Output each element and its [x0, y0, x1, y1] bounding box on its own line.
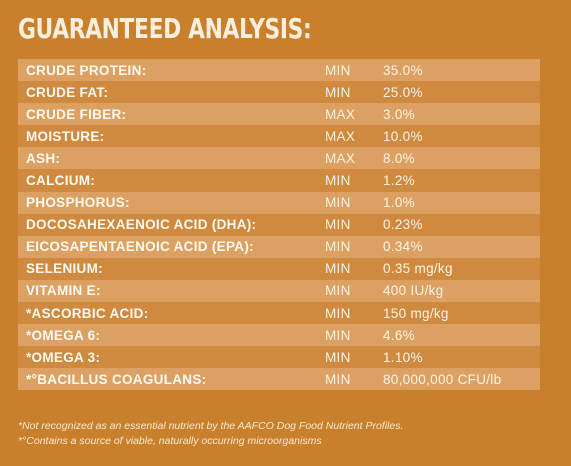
table-row: ASH: MAX 8.0% — [18, 147, 540, 170]
nutrient-value: 150 mg/kg — [383, 305, 449, 321]
nutrient-name: *°BACILLUS COAGULANS: — [26, 371, 207, 387]
min-max-qualifier: MIN — [325, 173, 351, 189]
nutrient-value: 1.0% — [383, 195, 415, 211]
table-row: SELENIUM: MIN 0.35 mg/kg — [18, 257, 540, 280]
min-max-qualifier: MAX — [325, 106, 356, 122]
nutrient-value: 0.35 mg/kg — [383, 261, 453, 277]
table-row: CRUDE FAT: MIN 25.0% — [18, 81, 540, 104]
table-row: *OMEGA 3: MIN 1.10% — [18, 346, 540, 369]
min-max-qualifier: MAX — [325, 150, 356, 166]
table-row: *°BACILLUS COAGULANS: MIN 80,000,000 CFU… — [18, 368, 540, 391]
nutrient-name: DOCOSAHEXAENOIC ACID (DHA): — [26, 217, 257, 233]
min-max-qualifier: MIN — [325, 217, 351, 233]
nutrient-value: 25.0% — [383, 84, 423, 100]
nutrient-name: *OMEGA 6: — [26, 327, 101, 343]
page-title: GUARANTEED ANALYSIS: — [18, 12, 312, 45]
footnotes: *Not recognized as an essential nutrient… — [18, 419, 403, 449]
table-row: CRUDE FIBER: MAX 3.0% — [18, 103, 540, 126]
table-row: CRUDE PROTEIN: MIN 35.0% — [18, 59, 540, 82]
nutrient-value: 80,000,000 CFU/lb — [383, 371, 502, 387]
min-max-qualifier: MIN — [325, 84, 351, 100]
table-row: CALCIUM: MIN 1.2% — [18, 169, 540, 192]
min-max-qualifier: MIN — [325, 283, 351, 299]
table-row: VITAMIN E: MIN 400 IU/kg — [18, 279, 540, 303]
nutrient-name: CALCIUM: — [26, 173, 96, 189]
nutrient-value: 400 IU/kg — [383, 283, 444, 299]
min-max-qualifier: MIN — [325, 305, 351, 321]
min-max-qualifier: MAX — [325, 128, 356, 144]
nutrient-name: PHOSPHORUS: — [26, 195, 130, 211]
guaranteed-analysis-table: CRUDE PROTEIN: MIN 35.0% CRUDE FAT: MIN … — [18, 59, 540, 391]
nutrient-name: SELENIUM: — [26, 261, 103, 277]
nutrient-value: 0.34% — [383, 239, 423, 255]
nutrient-name: EICOSAPENTAENOIC ACID (EPA): — [26, 239, 254, 255]
footnote-microorganisms: *°Contains a source of viable, naturally… — [18, 435, 322, 447]
nutrient-value: 8.0% — [383, 150, 415, 166]
nutrient-name: CRUDE FIBER: — [26, 106, 127, 122]
nutrient-name: CRUDE FAT: — [26, 84, 109, 100]
nutrient-value: 1.2% — [383, 173, 415, 189]
nutrient-value: 3.0% — [383, 106, 415, 122]
table-row: *OMEGA 6: MIN 4.6% — [18, 324, 540, 347]
nutrient-name: ASH: — [26, 150, 61, 166]
min-max-qualifier: MIN — [325, 349, 351, 365]
table-row: EICOSAPENTAENOIC ACID (EPA): MIN 0.34% — [18, 235, 540, 258]
table-row: PHOSPHORUS: MIN 1.0% — [18, 191, 540, 214]
nutrient-name: MOISTURE: — [26, 128, 105, 144]
nutrient-name: *ASCORBIC ACID: — [26, 305, 149, 321]
nutrient-value: 10.0% — [383, 128, 423, 144]
nutrient-value: 1.10% — [383, 349, 423, 365]
table-row: MOISTURE: MAX 10.0% — [18, 125, 540, 148]
nutrient-value: 35.0% — [383, 62, 423, 78]
nutrient-value: 0.23% — [383, 217, 423, 233]
footnote-aafco: *Not recognized as an essential nutrient… — [18, 420, 404, 432]
nutrient-name: *OMEGA 3: — [26, 349, 101, 365]
min-max-qualifier: MIN — [325, 327, 351, 343]
min-max-qualifier: MIN — [325, 261, 351, 277]
nutrient-name: CRUDE PROTEIN: — [26, 62, 147, 78]
min-max-qualifier: MIN — [325, 62, 351, 78]
nutrient-value: 4.6% — [383, 327, 415, 343]
min-max-qualifier: MIN — [325, 195, 351, 211]
table-row: DOCOSAHEXAENOIC ACID (DHA): MIN 0.23% — [18, 213, 540, 236]
min-max-qualifier: MIN — [325, 371, 351, 387]
nutrient-name: VITAMIN E: — [26, 283, 101, 299]
table-row: *ASCORBIC ACID: MIN 150 mg/kg — [18, 302, 540, 325]
min-max-qualifier: MIN — [325, 239, 351, 255]
